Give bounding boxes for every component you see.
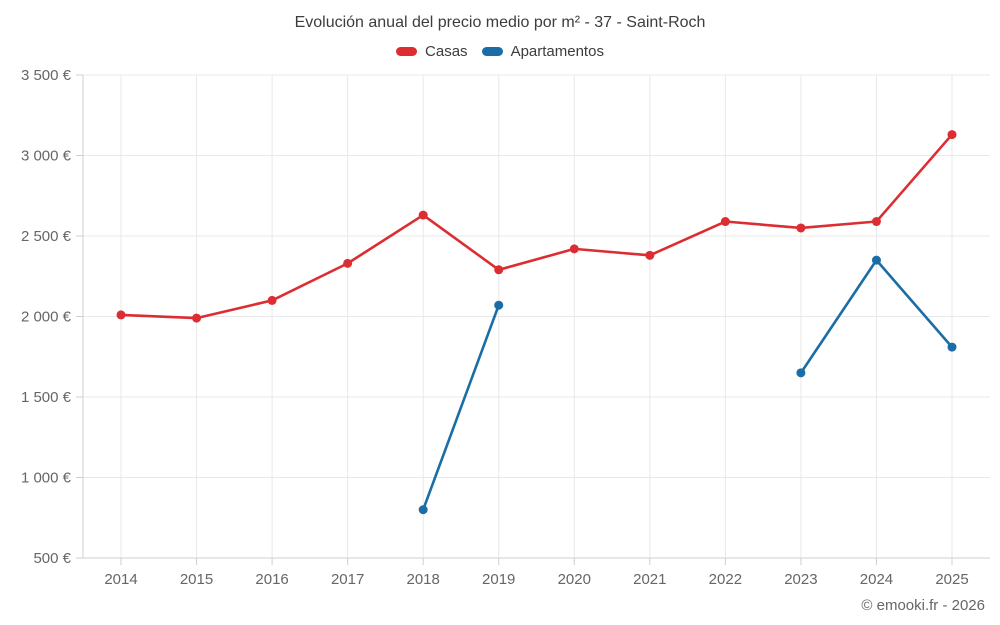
y-axis-labels: 500 € 1 000 € 1 500 € 2 000 € 2 500 € 3 000 €… (21, 67, 72, 567)
chart-title: Evolución anual del precio medio por m² … (294, 14, 706, 31)
data-point[interactable] (192, 313, 202, 323)
y-tick-label: 500 € (33, 550, 71, 567)
data-point[interactable] (418, 210, 428, 220)
x-tick-label: 2025 (935, 571, 968, 588)
legend-label-casas: Casas (425, 43, 468, 60)
legend-item-apartamentos[interactable]: Apartamentos (481, 43, 604, 60)
data-point[interactable] (796, 368, 806, 378)
series-line (421, 303, 501, 512)
x-tick-label: 2015 (180, 571, 213, 588)
y-tick-label: 3 000 € (21, 148, 72, 165)
copyright-footer: © emooki.fr - 2026 (861, 597, 985, 614)
data-point[interactable] (494, 265, 504, 275)
data-point[interactable] (267, 295, 277, 305)
x-tick-label: 2018 (406, 571, 439, 588)
legend-item-casas[interactable]: Casas (396, 43, 468, 60)
data-point[interactable] (871, 255, 881, 265)
data-point[interactable] (418, 505, 428, 515)
x-tick-label: 2014 (104, 571, 137, 588)
y-tick-label: 3 500 € (21, 67, 72, 84)
x-axis-labels: 2014 2015 2016 2017 2018 2019 2020 2021 2022 2023… (104, 571, 968, 588)
data-point[interactable] (796, 223, 806, 233)
x-tick-label: 2017 (331, 571, 364, 588)
data-point[interactable] (645, 250, 655, 260)
grid (83, 74, 990, 559)
x-tick-label: 2016 (255, 571, 288, 588)
x-tick-label: 2020 (558, 571, 591, 588)
legend: Casas Apartamentos (0, 43, 1000, 60)
legend-label-apartamentos: Apartamentos (510, 43, 604, 60)
y-tick-label: 1 500 € (21, 389, 72, 406)
series-casas (116, 130, 957, 323)
y-tick-label: 2 500 € (21, 228, 72, 245)
data-point[interactable] (343, 258, 353, 268)
x-tick-label: 2019 (482, 571, 515, 588)
data-point[interactable] (569, 244, 579, 254)
x-tick-label: 2022 (709, 571, 742, 588)
x-tick-label: 2021 (633, 571, 666, 588)
x-tick-label: 2023 (784, 571, 817, 588)
x-tick-label: 2024 (860, 571, 893, 588)
legend-swatch-apartamentos (481, 47, 503, 56)
legend-swatch-casas (396, 47, 418, 56)
y-tick-label: 1 000 € (21, 470, 72, 487)
data-point[interactable] (494, 300, 504, 310)
axes (76, 74, 990, 565)
series-apartamentos (418, 255, 957, 515)
data-point[interactable] (720, 217, 730, 227)
data-point[interactable] (871, 217, 881, 227)
data-point[interactable] (947, 130, 957, 140)
data-point[interactable] (947, 342, 957, 352)
series-line (119, 133, 954, 320)
y-tick-label: 2 000 € (21, 309, 72, 326)
data-point[interactable] (116, 310, 126, 320)
